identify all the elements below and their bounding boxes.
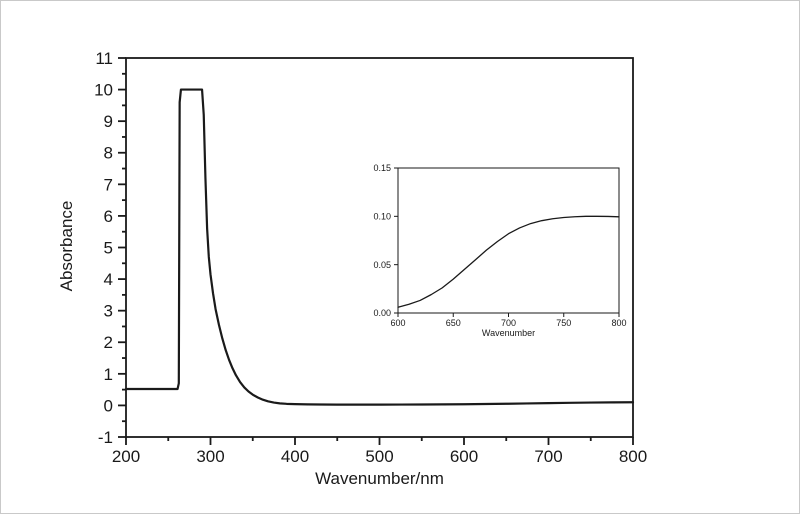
inset-x-tick-label: 600: [390, 318, 405, 328]
main-x-tick-label: 500: [365, 447, 393, 466]
main-curve: [124, 88, 635, 406]
main-x-tick-label: 400: [281, 447, 309, 466]
main-y-tick-label: 1: [104, 365, 113, 384]
inset-y-tick-label: 0.15: [373, 163, 391, 173]
main-x-tick-label: 200: [112, 447, 140, 466]
main-x-tick-label: 300: [196, 447, 224, 466]
main-y-tick-label: 7: [104, 175, 113, 194]
inset-y-tick-label: 0.00: [373, 308, 391, 318]
inset-x-tick-label: 700: [501, 318, 516, 328]
inset-plot-frame: [397, 167, 620, 314]
main-x-tick-label: 700: [534, 447, 562, 466]
main-y-tick-label: 6: [104, 207, 113, 226]
inset-x-tick-label: 800: [611, 318, 626, 328]
inset-y-tick-label: 0.05: [373, 260, 391, 270]
main-y-tick-label: 3: [104, 302, 113, 321]
main-x-tick-label: 800: [619, 447, 647, 466]
main-y-tick-label: 5: [104, 238, 113, 257]
main-y-tick-label: 2: [104, 333, 113, 352]
inset-x-tick-label: 650: [446, 318, 461, 328]
main-plot: 200 300 400 500 600 700 800 -1 0 1 2 3 4 5 6 7 8 9 10 11: [94, 49, 647, 466]
inset-y-tick-label: 0.10: [373, 211, 391, 221]
main-plot-frame: [125, 57, 634, 438]
main-y-tick-label: 8: [104, 144, 113, 163]
main-y-tick-label: 0: [104, 396, 113, 415]
main-y-tick-label: 11: [95, 49, 113, 68]
main-y-tick-label: 4: [104, 270, 113, 289]
main-y-tick-label: 9: [104, 112, 113, 131]
inset-plot: 600 650 700 750 800 0.00 0.05 0.10 0.15: [373, 163, 626, 328]
inset-curve: [397, 215, 620, 308]
main-y-tick-label: 10: [94, 81, 113, 100]
inset-x-tick-label: 750: [556, 318, 571, 328]
main-x-tick-label: 600: [450, 447, 478, 466]
main-y-tick-label: -1: [98, 428, 113, 447]
